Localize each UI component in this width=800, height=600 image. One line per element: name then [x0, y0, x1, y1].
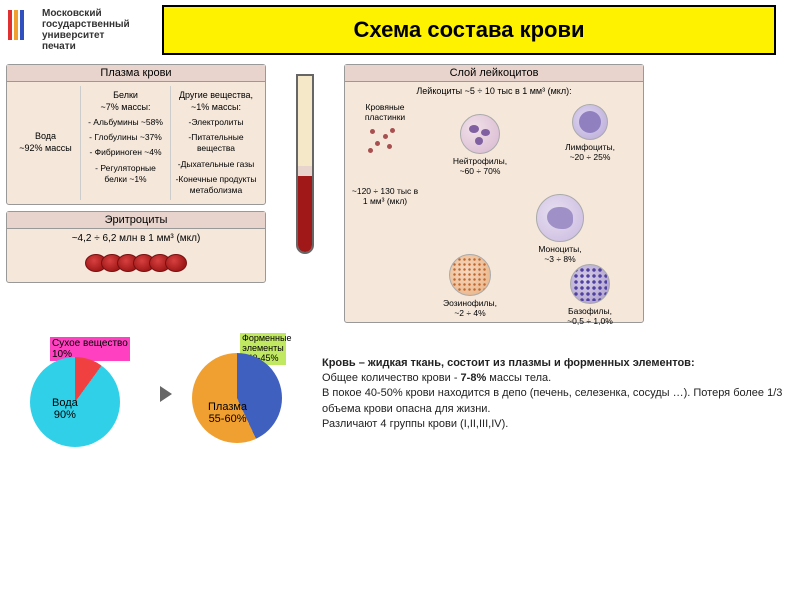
monocyte: Моноциты, ~3 ÷ 8% — [525, 192, 595, 264]
basophil-icon — [570, 264, 610, 304]
text-line-2c: массы тела. — [486, 372, 551, 384]
main-diagram: Плазма крови Вода ~92% массы Белки ~7% м… — [0, 60, 800, 333]
university-name: Московский государственный университет п… — [42, 8, 132, 52]
header: Московский государственный университет п… — [0, 0, 800, 60]
plasma-panel: Плазма крови Вода ~92% массы Белки ~7% м… — [6, 64, 266, 205]
eosinophil-icon — [449, 254, 491, 296]
eosinophil: Эозинофилы, ~2 ÷ 4% — [435, 252, 505, 318]
plasma-other: Другие вещества, ~1% массы: -Электролиты… — [171, 86, 261, 200]
other-title: Другие вещества, ~1% массы: — [175, 90, 257, 113]
text-line-3: В покое 40-50% крови находится в депо (п… — [322, 386, 790, 417]
tube-rbc-layer — [298, 176, 312, 252]
monocyte-icon — [536, 194, 584, 242]
erythrocyte-panel: Эритроциты ~4,2 ÷ 6,2 млн в 1 мм³ (мкл) — [6, 211, 266, 283]
monocyte-label: Моноциты, ~3 ÷ 8% — [525, 244, 595, 264]
tube-buffy-layer — [298, 166, 312, 176]
neutrophil-icon — [460, 114, 500, 154]
leukocyte-panel: Слой лейкоцитов Лейкоциты ~5 ÷ 10 тыс в … — [344, 64, 644, 323]
text-line-1: Кровь – жидкая ткань, состоит из плазмы … — [322, 357, 695, 369]
lymphocyte-label: Лимфоциты, ~20 ÷ 25% — [555, 142, 625, 162]
lymphocyte: Лимфоциты, ~20 ÷ 25% — [555, 102, 625, 162]
neutrophil-label: Нейтрофилы, ~60 ÷ 70% — [445, 156, 515, 176]
pie-chart-plasma — [192, 353, 282, 443]
platelets-icon — [365, 126, 405, 156]
platelets: Кровяные пластинки ~120 ÷ 130 тыс в 1 мм… — [349, 102, 421, 206]
lymphocyte-icon — [572, 104, 608, 140]
other-item: -Электролиты — [175, 117, 257, 128]
plasma-water: Вода ~92% массы — [11, 86, 81, 200]
arrow-icon — [160, 386, 172, 402]
text-line-2b: 7-8% — [461, 372, 487, 384]
text-line-4: Различают 4 группы крови (I,II,III,IV). — [322, 417, 790, 432]
text-line-2a: Общее количество крови - — [322, 372, 461, 384]
protein-item: - Регуляторные белки ~1% — [85, 163, 166, 185]
pie1-wrap: Сухое вещество 10% Вода 90% — [10, 339, 150, 449]
basophil-label: Базофилы, ~0,5 ÷ 1,0% — [555, 306, 625, 326]
bottom-section: Сухое вещество 10% Вода 90% Форменные эл… — [0, 333, 800, 455]
pie1-water-label: Вода 90% — [52, 397, 78, 421]
erythrocyte-count: ~4,2 ÷ 6,2 млн в 1 мм³ (мкл) — [11, 233, 261, 244]
leukocyte-title: Лейкоциты ~5 ÷ 10 тыс в 1 мм³ (мкл): — [349, 86, 639, 96]
other-item: -Дыхательные газы — [175, 159, 257, 170]
platelets-count: ~120 ÷ 130 тыс в 1 мм³ (мкл) — [349, 186, 421, 206]
neutrophil: Нейтрофилы, ~60 ÷ 70% — [445, 112, 515, 176]
other-item: -Питательные вещества — [175, 132, 257, 154]
basophil: Базофилы, ~0,5 ÷ 1,0% — [555, 262, 625, 326]
page-title: Схема состава крови — [162, 5, 776, 55]
protein-item: - Глобулины ~37% — [85, 132, 166, 143]
description-text: Кровь – жидкая ткань, состоит из плазмы … — [322, 356, 790, 433]
pie2-plasma-label: Плазма 55-60% — [208, 401, 247, 425]
university-logo — [8, 10, 38, 50]
platelets-name: Кровяные пластинки — [349, 102, 421, 122]
leukocyte-header: Слой лейкоцитов — [345, 65, 643, 82]
test-tube — [270, 64, 340, 329]
proteins-title: Белки ~7% массы: — [85, 90, 166, 113]
eosinophil-label: Эозинофилы, ~2 ÷ 4% — [435, 298, 505, 318]
plasma-header: Плазма крови — [7, 65, 265, 82]
other-item: -Конечные продукты метаболизма — [175, 174, 257, 196]
plasma-proteins: Белки ~7% массы: - Альбумины ~58% - Глоб… — [81, 86, 171, 200]
protein-item: - Альбумины ~58% — [85, 117, 166, 128]
protein-item: - Фибриноген ~4% — [85, 147, 166, 158]
erythrocyte-header: Эритроциты — [7, 212, 265, 229]
rbc-icon — [11, 248, 261, 278]
pie2-wrap: Форменные элементы 40-45% Плазма 55-60% — [182, 339, 312, 449]
tube-plasma-layer — [298, 76, 312, 166]
